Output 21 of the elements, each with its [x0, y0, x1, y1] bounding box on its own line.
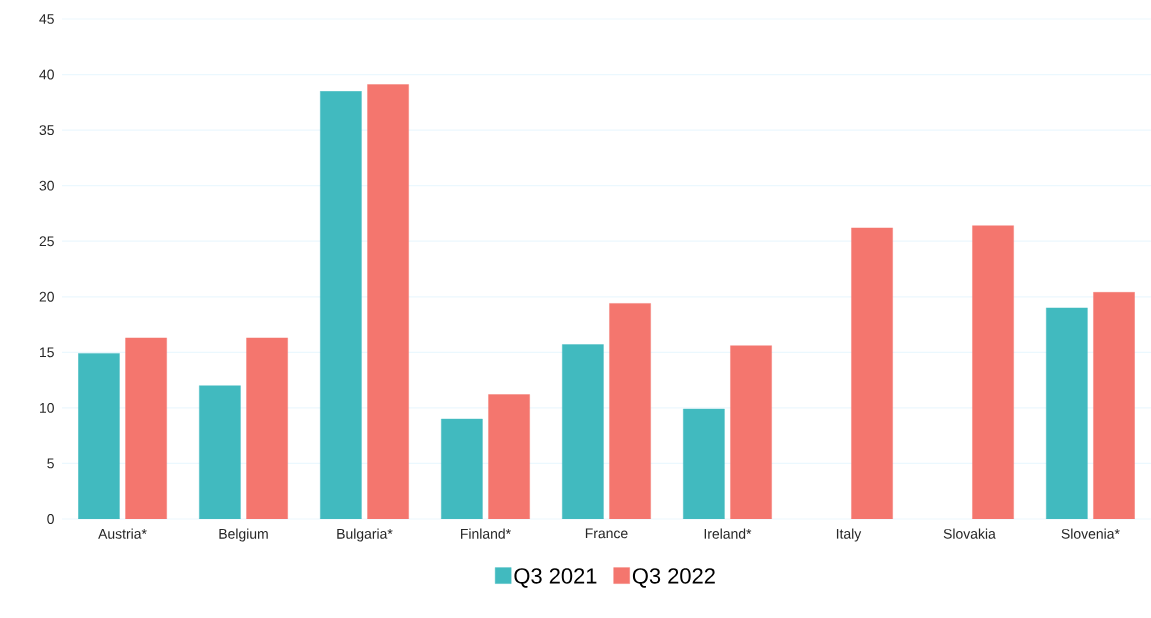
x-tick-label: Bulgaria* [337, 528, 393, 542]
y-tick-label: 15 [40, 347, 54, 358]
x-tick-label: Slovakia [943, 528, 996, 539]
x-tick-label: Finland* [461, 528, 511, 539]
y-tick-label: 40 [39, 69, 54, 80]
y-tick-label: 35 [39, 125, 54, 136]
legend-label: Q3 2022 [632, 568, 715, 588]
x-tick-label: France [585, 528, 628, 539]
y-tick-label: 10 [40, 402, 54, 413]
x-tick-label: Austria* [98, 528, 147, 539]
y-tick-label: 45 [39, 14, 54, 24]
y-tick-label: 25 [39, 236, 54, 247]
x-tick-label: Slovenia* [1061, 528, 1120, 539]
y-tick-label: 20 [39, 291, 54, 302]
legend-label: Q3 2021 [514, 568, 597, 588]
x-tick-label: Italy [836, 528, 862, 542]
y-tick-label: 0 [47, 514, 54, 524]
x-tick-label: Belgium [219, 528, 268, 542]
y-tick-label: 30 [39, 180, 54, 191]
x-tick-label: Ireland* [704, 528, 752, 539]
y-tick-label: 5 [47, 458, 54, 469]
